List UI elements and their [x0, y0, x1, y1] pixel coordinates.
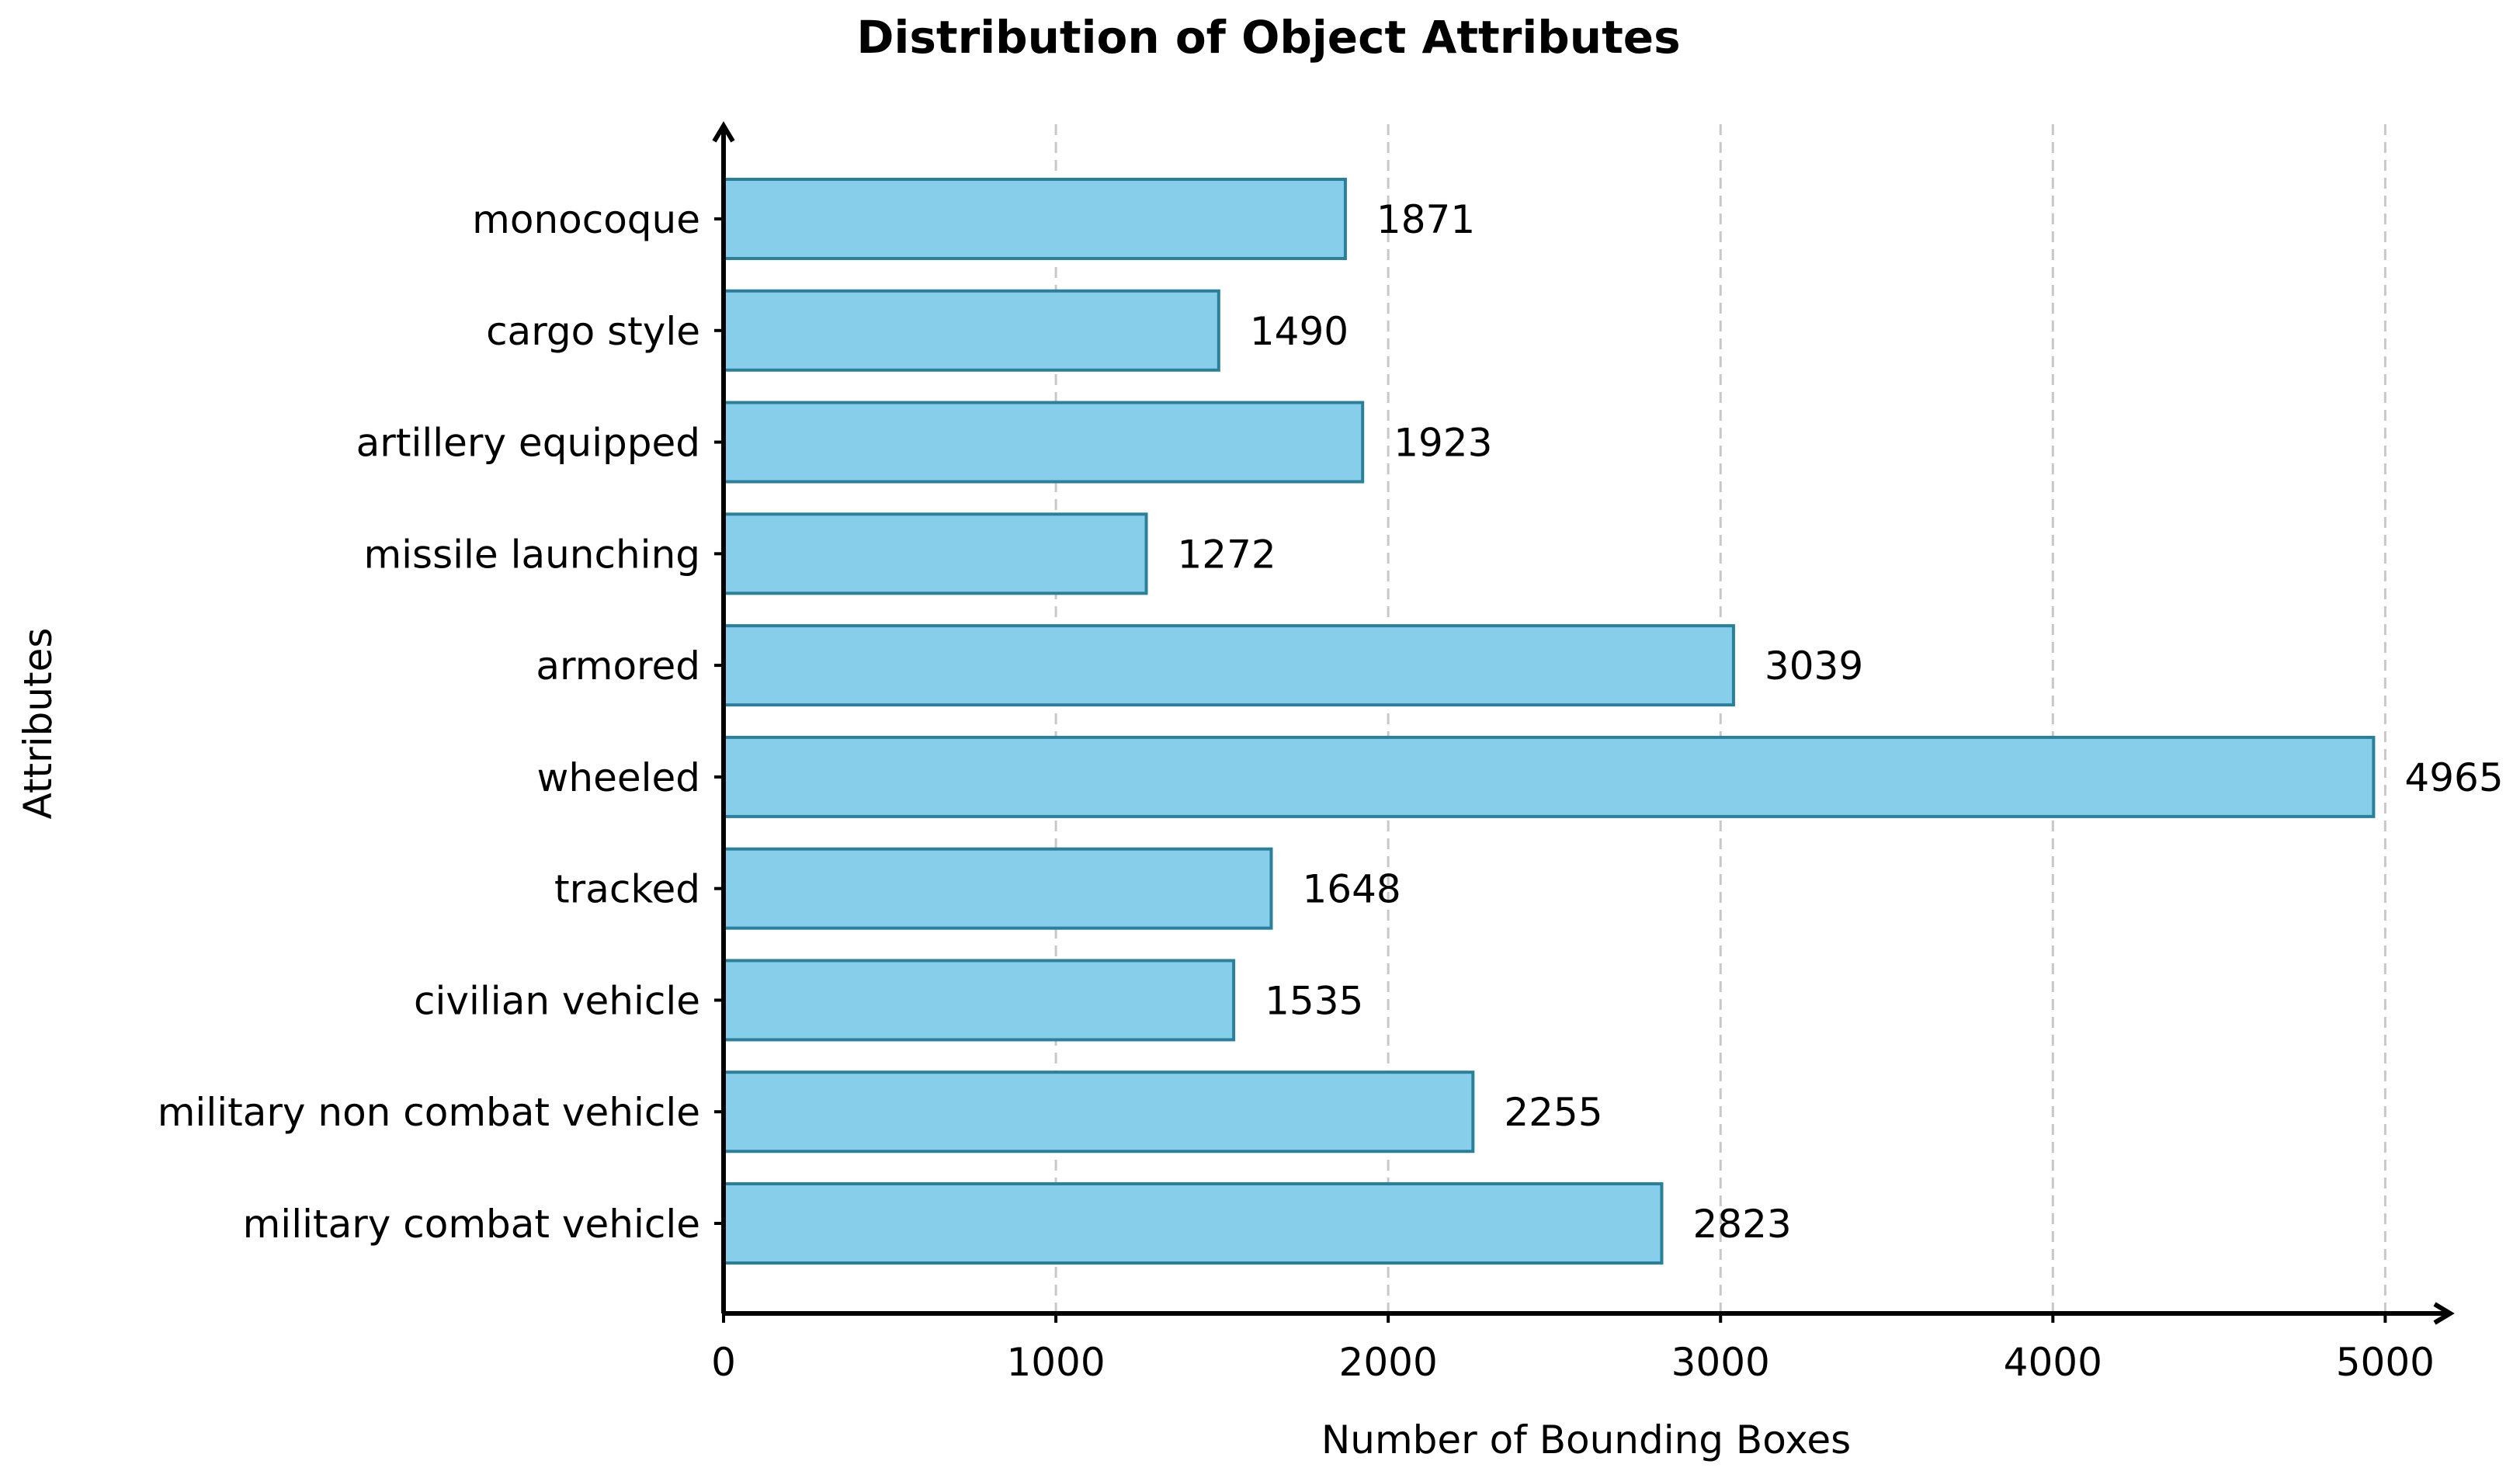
- data-label-armored: 3039: [1765, 644, 1863, 689]
- data-labels: 2823 2255 1535 1648 4965 3039 1272 1923 1490 1871: [1178, 197, 2504, 1247]
- bar-artillery-equipped: [722, 401, 1365, 484]
- bar-wheeled: [722, 735, 2376, 818]
- x-tick-label-3000: 3000: [1671, 1340, 1770, 1385]
- x-tick-label-1000: 1000: [1006, 1340, 1105, 1385]
- y-tick-label-cargo-style: cargo style: [486, 309, 700, 354]
- y-tick-label-missile-launching: missile launching: [363, 532, 700, 577]
- data-label-tracked: 1648: [1302, 867, 1401, 912]
- bar-military-non-combat-vehicle: [722, 1070, 1475, 1154]
- data-label-missile-launching: 1272: [1178, 532, 1276, 577]
- y-tick-label-military-non-combat-vehicle: military non combat vehicle: [158, 1090, 700, 1135]
- data-label-cargo-style: 1490: [1250, 309, 1349, 354]
- y-axis-label: Attributes: [16, 628, 61, 820]
- bar-military-combat-vehicle: [722, 1182, 1664, 1265]
- x-axis-arrowhead: [2433, 1302, 2455, 1325]
- y-tick-label-tracked: tracked: [554, 867, 700, 912]
- x-tick-label-2000: 2000: [1339, 1340, 1438, 1385]
- bar-tracked: [722, 847, 1273, 930]
- chart-title: Distribution of Object Attributes: [856, 11, 1680, 64]
- data-label-monocoque: 1871: [1376, 197, 1475, 242]
- y-tick-label-military-combat-vehicle: military combat vehicle: [243, 1202, 700, 1247]
- bar-cargo-style: [722, 289, 1220, 372]
- y-tick-label-civilian-vehicle: civilian vehicle: [414, 978, 700, 1023]
- data-label-military-non-combat-vehicle: 2255: [1504, 1090, 1602, 1135]
- y-tick-labels: military combat vehicle military non comb…: [158, 197, 724, 1247]
- x-axis-label: Number of Bounding Boxes: [1321, 1417, 1851, 1462]
- data-label-civilian-vehicle: 1535: [1265, 978, 1363, 1023]
- data-label-military-combat-vehicle: 2823: [1692, 1202, 1791, 1247]
- bar-civilian-vehicle: [722, 959, 1236, 1042]
- data-label-artillery-equipped: 1923: [1394, 421, 1492, 466]
- bar-armored: [722, 624, 1735, 707]
- x-tick-label-0: 0: [711, 1340, 736, 1385]
- data-label-wheeled: 4965: [2404, 755, 2503, 800]
- y-tick-label-artillery-equipped: artillery equipped: [356, 421, 700, 466]
- axes: [712, 121, 2455, 1325]
- x-tick-label-5000: 5000: [2336, 1340, 2435, 1385]
- bar-missile-launching: [722, 512, 1148, 595]
- bar-monocoque: [722, 178, 1347, 260]
- y-axis-arrowhead: [712, 121, 735, 143]
- x-tick-labels: 0 1000 2000 3000 4000 5000: [711, 1313, 2435, 1385]
- y-tick-label-armored: armored: [536, 644, 700, 689]
- y-tick-label-monocoque: monocoque: [472, 197, 700, 242]
- x-tick-label-4000: 4000: [2004, 1340, 2102, 1385]
- y-tick-label-wheeled: wheeled: [537, 755, 701, 800]
